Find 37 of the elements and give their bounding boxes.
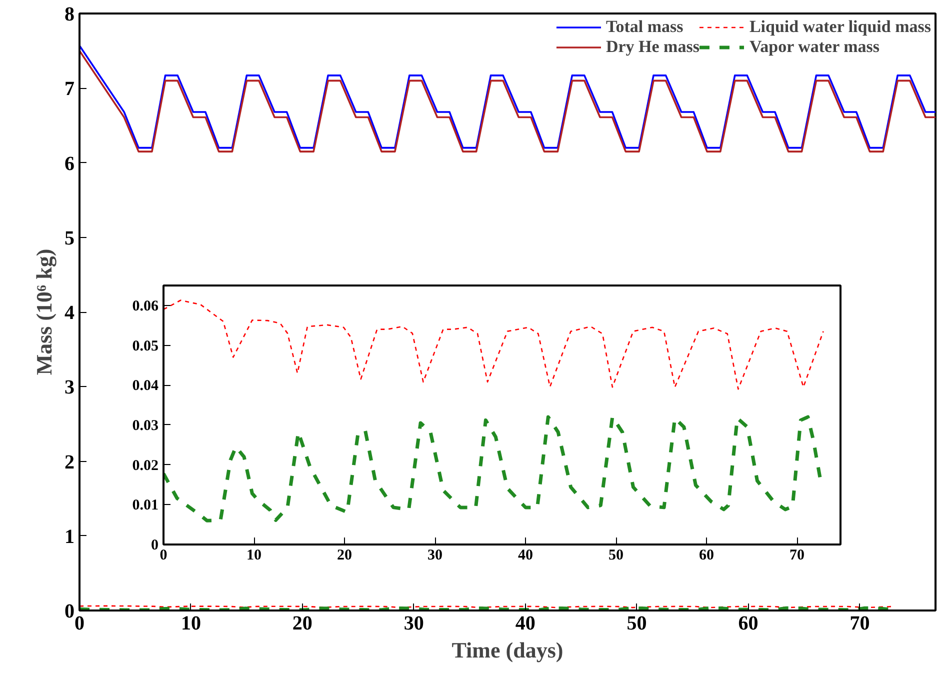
y-tick-label: 0.04 bbox=[132, 378, 159, 394]
x-tick-label: 70 bbox=[850, 612, 870, 634]
y-tick-label: 3 bbox=[64, 376, 74, 399]
x-tick-label: 50 bbox=[608, 548, 624, 564]
legend-label: Liquid water liquid mass bbox=[749, 17, 931, 37]
y-tick-label: 2 bbox=[64, 451, 74, 474]
x-tick-label: 30 bbox=[404, 612, 424, 634]
x-tick-label: 60 bbox=[738, 612, 758, 634]
x-tick-label: 10 bbox=[180, 612, 201, 634]
x-tick-label: 10 bbox=[246, 548, 262, 564]
y-tick-label: 0 bbox=[151, 538, 158, 554]
x-tick-label: 70 bbox=[790, 548, 805, 564]
legend-label: Total mass bbox=[606, 17, 684, 37]
x-tick-label: 20 bbox=[292, 612, 312, 634]
line-series bbox=[164, 300, 824, 390]
y-tick-label: 0.02 bbox=[132, 458, 158, 474]
y-tick-label: 6 bbox=[64, 152, 74, 175]
x-tick-label: 20 bbox=[337, 548, 352, 564]
legend-label: Vapor water mass bbox=[749, 37, 880, 57]
x-tick-label: 30 bbox=[428, 548, 443, 564]
y-tick-label: 8 bbox=[64, 4, 74, 26]
x-tick-label: 60 bbox=[699, 548, 714, 564]
x-tick-label: 50 bbox=[626, 612, 647, 634]
x-axis-title: Time (days) bbox=[452, 638, 564, 662]
y-tick-label: 5 bbox=[64, 227, 74, 250]
y-tick-label: 7 bbox=[64, 78, 74, 100]
y-tick-label: 0.06 bbox=[132, 298, 159, 314]
x-tick-label: 40 bbox=[518, 548, 534, 564]
y-tick-label: 0.01 bbox=[132, 498, 158, 514]
y-tick-label: 1 bbox=[64, 526, 74, 548]
y-axis-title: Mass (10⁶ kg) bbox=[32, 248, 56, 376]
y-tick-label: 0.03 bbox=[132, 418, 158, 434]
x-tick-label: 40 bbox=[515, 612, 536, 634]
legend-label: Dry He mass bbox=[606, 37, 700, 57]
y-tick-label: 4 bbox=[64, 302, 74, 324]
line-series bbox=[164, 415, 822, 522]
y-tick-label: 0.05 bbox=[132, 338, 158, 354]
